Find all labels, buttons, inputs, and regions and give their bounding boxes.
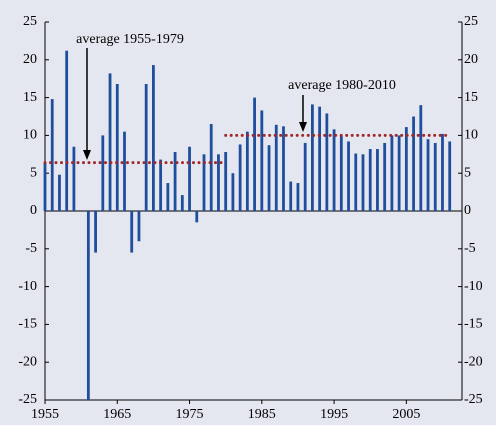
bar <box>412 116 415 211</box>
y-tick-label: -5 <box>25 241 37 256</box>
bar <box>332 129 336 211</box>
bar <box>217 154 220 211</box>
y-tick-label: 0 <box>30 203 37 218</box>
x-tick-label: 1995 <box>320 407 348 422</box>
y2-tick-label: 25 <box>464 14 478 29</box>
bar <box>231 173 235 211</box>
bar <box>347 141 350 211</box>
bar <box>282 126 285 211</box>
bar <box>209 124 213 211</box>
y-tick-label: -10 <box>18 279 37 294</box>
bar <box>303 142 307 211</box>
bar <box>296 183 300 211</box>
bar <box>65 50 69 212</box>
bar <box>368 149 372 211</box>
y-tick-label: 5 <box>30 165 37 180</box>
bar <box>311 104 314 211</box>
y-tick-label: 10 <box>23 128 37 143</box>
y-tick-label: -20 <box>18 354 37 369</box>
bar <box>86 211 90 400</box>
x-tick-label: 1975 <box>176 407 204 422</box>
bar <box>58 174 61 211</box>
bar <box>43 161 47 211</box>
bar <box>260 110 264 211</box>
bar <box>376 149 379 211</box>
bar <box>419 105 423 211</box>
bar <box>94 211 97 253</box>
y2-tick-label: -5 <box>464 241 476 256</box>
x-tick-label: 1955 <box>31 407 59 422</box>
bar <box>202 154 206 211</box>
bar <box>195 211 199 223</box>
x-tick-label: 2005 <box>392 407 420 422</box>
y-tick-label: -25 <box>18 392 37 407</box>
bar <box>101 135 105 211</box>
bar <box>188 146 191 211</box>
y-tick-label: 15 <box>23 90 37 105</box>
y2-tick-label: 15 <box>464 90 478 105</box>
bar <box>130 211 134 253</box>
y2-tick-label: 5 <box>464 165 471 180</box>
x-tick-label: 1985 <box>248 407 276 422</box>
bar <box>274 124 278 211</box>
bar <box>245 131 249 211</box>
bar <box>339 135 343 211</box>
bar <box>180 195 184 211</box>
annotation: average 1955-1979 <box>76 32 184 47</box>
bar <box>404 127 408 211</box>
annotation: average 1980-2010 <box>288 78 396 93</box>
bar <box>267 145 271 211</box>
y-tick-label: 20 <box>23 52 37 67</box>
y2-tick-label: -15 <box>464 317 483 332</box>
bar <box>426 139 430 211</box>
bar <box>433 142 437 211</box>
x-tick-label: 1965 <box>103 407 131 422</box>
bar <box>361 154 365 211</box>
y2-tick-label: -25 <box>464 392 483 407</box>
bar <box>137 211 141 242</box>
bar <box>152 65 155 211</box>
bar <box>224 152 228 211</box>
y2-tick-label: -10 <box>464 279 483 294</box>
y2-tick-label: -20 <box>464 354 483 369</box>
bar <box>144 83 148 211</box>
bar <box>166 183 170 211</box>
bar <box>115 83 119 211</box>
bar <box>123 131 126 211</box>
bar <box>173 152 177 211</box>
plot: -25 -25 -20 -20 -15 -15 -10 -10 -5 -5 0 0 5 5 10 10 15 15… <box>18 14 482 422</box>
bar <box>238 144 242 211</box>
y2-tick-label: 10 <box>464 128 478 143</box>
bar <box>448 141 452 211</box>
y-tick-label: 25 <box>23 14 37 29</box>
y2-tick-label: 0 <box>464 203 471 218</box>
bar <box>397 135 401 211</box>
bar <box>108 73 112 212</box>
bar <box>253 97 256 211</box>
bar <box>318 106 322 211</box>
bar <box>354 153 358 211</box>
y2-tick-label: 20 <box>464 52 478 67</box>
bar <box>383 142 387 211</box>
bar <box>325 113 329 211</box>
bar <box>390 135 394 211</box>
y-tick-label: -15 <box>18 317 37 332</box>
arrow-head <box>83 150 91 160</box>
bar <box>159 159 163 211</box>
bar <box>289 181 293 211</box>
arrow-head <box>299 122 307 132</box>
bar <box>72 146 76 211</box>
bar <box>50 99 54 211</box>
bar <box>441 133 444 211</box>
